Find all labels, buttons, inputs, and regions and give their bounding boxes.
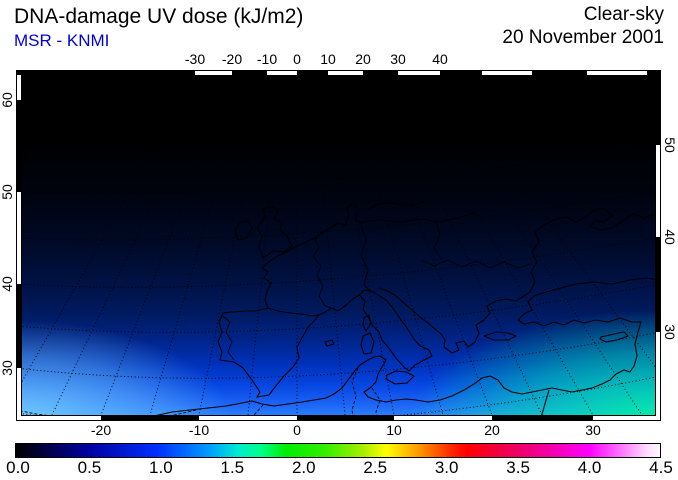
bottom-axis-label: -10 xyxy=(188,422,210,438)
bottom-axis-label: 10 xyxy=(386,422,402,438)
left-axis-label: 40 xyxy=(0,276,15,292)
colorbar-tick-label: 1.5 xyxy=(220,458,245,477)
colorbar-tick-label: 0.0 xyxy=(6,458,30,477)
top-axis-label: 20 xyxy=(355,51,371,67)
left-axis-label: 30 xyxy=(0,360,15,376)
right-axis-label: 50 xyxy=(662,137,678,153)
coastlines-path xyxy=(135,201,661,421)
bottom-axis-label: 0 xyxy=(293,422,301,438)
top-axis-label: -10 xyxy=(256,51,278,67)
top-axis-label: -30 xyxy=(184,51,206,67)
top-axis-label: 10 xyxy=(320,51,336,67)
map-frame xyxy=(16,70,661,421)
top-axis-label: 0 xyxy=(293,51,301,67)
date-label: 20 November 2001 xyxy=(502,27,664,48)
colorbar-tick-label: 1.0 xyxy=(149,458,173,477)
bottom-axis-label: -20 xyxy=(90,422,112,438)
top-axis-label: 40 xyxy=(432,51,448,67)
left-axis-label: 60 xyxy=(0,92,15,108)
right-axis-label: 40 xyxy=(662,229,678,245)
colorbar-tick-label: 4.5 xyxy=(649,458,673,477)
condition-label: Clear-sky xyxy=(583,4,664,25)
top-axis-label: -20 xyxy=(221,51,243,67)
colorbar-tick-label: 2.0 xyxy=(291,458,316,477)
colorbar xyxy=(15,443,661,458)
colorbar-tick-label: 0.5 xyxy=(77,458,102,477)
colorbar-tick-label: 4.0 xyxy=(577,458,602,477)
top-axis-label: 30 xyxy=(390,51,406,67)
right-axis-label: 30 xyxy=(662,324,678,340)
colorbar-tick-label: 3.5 xyxy=(506,458,530,477)
colorbar-tick-label: 3.0 xyxy=(434,458,459,477)
graticule xyxy=(16,70,661,421)
bottom-axis-label: 20 xyxy=(484,422,500,438)
source-label: MSR - KNMI xyxy=(14,31,110,50)
bottom-axis-label: 30 xyxy=(585,422,601,438)
left-axis-label: 50 xyxy=(0,184,15,200)
map-canvas xyxy=(16,70,661,421)
page-title: DNA-damage UV dose (kJ/m2) xyxy=(14,5,304,28)
map-panel xyxy=(16,70,661,421)
colorbar-tick-label: 2.5 xyxy=(363,458,388,477)
